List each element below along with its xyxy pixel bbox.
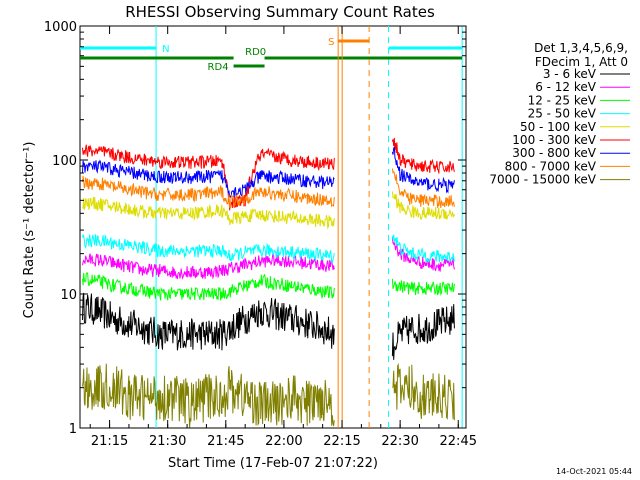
series-line <box>82 237 455 280</box>
legend-label: 3 - 6 keV <box>543 67 597 81</box>
legend-label: 12 - 25 keV <box>528 93 597 107</box>
x-tick-label: 22:00 <box>265 434 302 449</box>
series-line <box>82 168 455 209</box>
y-tick-label: 100 <box>52 154 77 169</box>
series-line <box>82 272 455 301</box>
annotation-label-s: S <box>328 37 334 48</box>
y-tick-label: 1 <box>69 422 77 437</box>
legend-header-line-1: Det 1,3,4,5,6,9, <box>534 41 628 55</box>
x-tick-label: 21:30 <box>149 434 186 449</box>
footer-timestamp: 14-Oct-2021 05:44 <box>556 467 632 476</box>
x-tick-label: 22:30 <box>381 434 418 449</box>
x-tick-label: 21:15 <box>91 434 128 449</box>
legend-label: 6 - 12 keV <box>535 80 597 94</box>
x-tick-label: 22:45 <box>440 434 477 449</box>
legend: Det 1,3,4,5,6,9, FDecim 1, Att 0 3 - 6 k… <box>489 41 630 187</box>
annotation-label-rd0: RD0 <box>245 47 266 58</box>
series-line <box>82 191 455 230</box>
legend-label: 7000 - 15000 keV <box>489 173 596 187</box>
series-line <box>82 146 455 200</box>
legend-label: 50 - 100 keV <box>520 120 597 134</box>
legend-label: 300 - 800 keV <box>512 146 596 160</box>
chart-title: RHESSI Observing Summary Count Rates <box>125 3 435 21</box>
plot-frame <box>79 25 467 429</box>
x-axis: 21:15 21:30 21:45 22:00 22:15 22:30 22:45 <box>89 26 477 449</box>
x-axis-label: Start Time (17-Feb-07 21:07:22) <box>168 456 378 471</box>
series-line <box>82 137 455 211</box>
legend-label: 100 - 300 keV <box>512 133 596 147</box>
series-line <box>82 292 455 360</box>
y-tick-label: 1000 <box>44 20 77 35</box>
x-tick-label: 22:15 <box>323 434 360 449</box>
annotation-label-n: N <box>162 44 169 55</box>
y-axis-label: Count Rate (s⁻¹ detector⁻¹) <box>22 142 37 319</box>
series-line <box>82 362 455 428</box>
legend-label: 800 - 7000 keV <box>505 159 597 173</box>
legend-label: 25 - 50 keV <box>528 107 597 121</box>
x-tick-label: 21:45 <box>207 434 244 449</box>
y-tick-label: 10 <box>60 288 77 303</box>
y-axis: 1 10 100 1000 <box>44 20 466 437</box>
legend-header-line-2: FDecim 1, Att 0 <box>535 55 628 69</box>
annotation-label-rd4: RD4 <box>208 62 229 73</box>
series-line <box>82 233 455 264</box>
plot-area: N RD0 RD4 S <box>79 25 467 429</box>
